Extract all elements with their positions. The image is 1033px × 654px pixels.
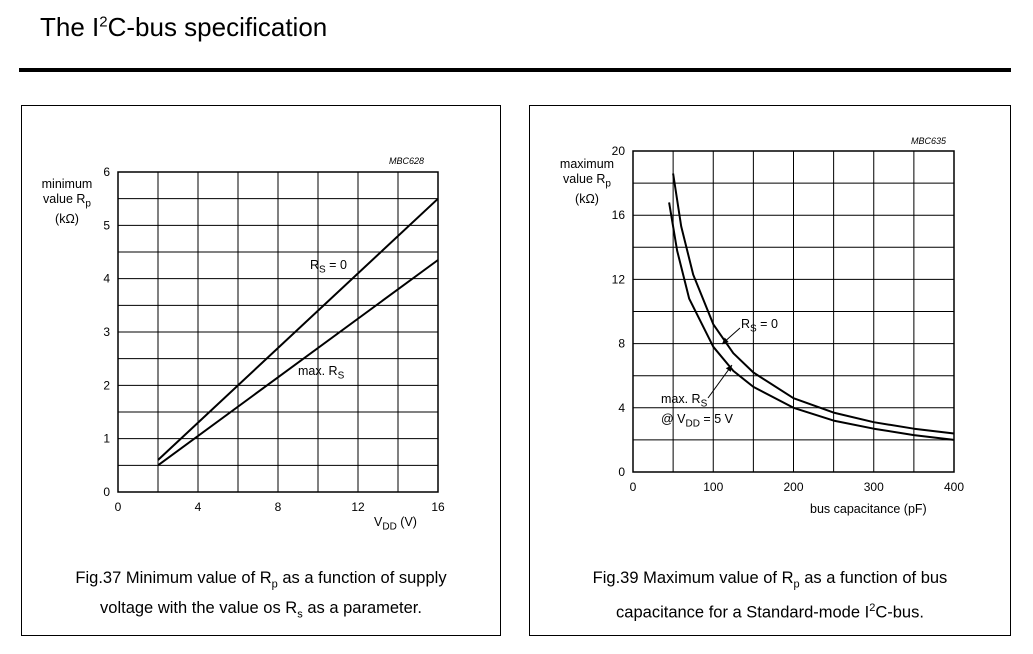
figure-code: MBC635 xyxy=(911,136,947,146)
annotation-max-rs: max. RS xyxy=(298,364,345,382)
x-tick-label: 400 xyxy=(944,480,964,494)
y-tick-label: 4 xyxy=(618,401,625,415)
page-title: The I2C-bus specification xyxy=(40,12,328,42)
series-line-2 xyxy=(668,202,955,441)
plot-frame xyxy=(117,171,439,493)
y-tick-label: 0 xyxy=(103,485,110,499)
y-tick-label: 4 xyxy=(103,272,110,286)
series-line-1 xyxy=(157,197,439,461)
series-line-2 xyxy=(157,259,439,467)
y-tick-label: 2 xyxy=(103,378,110,392)
figure-panel-37: 0 4 8 12 16 0 1 2 3 4 5 6 minimum value Rp (kΩ) MBC… xyxy=(21,105,501,636)
header-divider xyxy=(19,68,1011,72)
figure-code: MBC628 xyxy=(389,156,425,166)
y-tick-label: 16 xyxy=(612,208,626,222)
y-tick-label: 0 xyxy=(618,465,625,479)
y-tick-label: 3 xyxy=(103,325,110,339)
annotation-vdd: @ VDD = 5 V xyxy=(661,412,733,430)
x-tick-label: 4 xyxy=(195,500,202,514)
y-tick-label: 8 xyxy=(618,337,625,351)
series-line-1 xyxy=(672,173,955,435)
y-axis-label: maximum value Rp (kΩ) xyxy=(559,157,615,206)
x-tick-label: 200 xyxy=(783,480,803,494)
plot-frame xyxy=(632,150,955,473)
x-tick-label: 0 xyxy=(115,500,122,514)
figure-caption: Fig.39 Maximum value of Rp as a function… xyxy=(592,569,948,622)
figure-caption: Fig.37 Minimum value of Rp as a function… xyxy=(75,569,447,621)
x-tick-label: 16 xyxy=(431,500,445,514)
annotation-arrow-head xyxy=(722,337,729,344)
annotation-max-rs: max. RS xyxy=(661,392,708,410)
annotation-rs-zero: RS = 0 xyxy=(741,317,778,335)
y-tick-label: 5 xyxy=(103,218,110,232)
x-axis-label: VDD (V) xyxy=(374,515,417,533)
y-tick-label: 20 xyxy=(612,144,626,158)
x-tick-label: 0 xyxy=(630,480,637,494)
annotation-arrow-head xyxy=(725,365,732,372)
y-tick-label: 6 xyxy=(103,165,110,179)
annotation-rs-zero: RS = 0 xyxy=(310,258,347,276)
x-tick-label: 8 xyxy=(275,500,282,514)
x-tick-label: 12 xyxy=(351,500,365,514)
y-axis-label: minimum value Rp (kΩ) xyxy=(41,177,93,226)
x-tick-label: 300 xyxy=(864,480,884,494)
annotation-arrow-line xyxy=(707,364,733,399)
x-tick-label: 100 xyxy=(703,480,723,494)
x-axis-label: bus capacitance (pF) xyxy=(810,502,927,516)
y-tick-label: 12 xyxy=(612,272,626,286)
figure-panel-39: 0 100 200 300 400 0 4 8 12 16 20 maximum value Rp … xyxy=(529,105,1011,636)
chart-fig39: 0 100 200 300 400 0 4 8 12 16 20 xyxy=(612,144,965,494)
y-tick-label: 1 xyxy=(103,432,110,446)
